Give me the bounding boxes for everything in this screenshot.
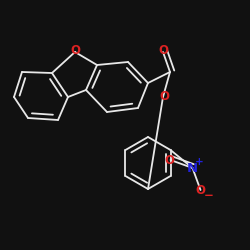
Text: O: O — [164, 154, 174, 166]
Text: −: − — [204, 190, 214, 202]
Text: O: O — [159, 90, 169, 104]
Text: O: O — [70, 44, 80, 58]
Text: O: O — [158, 44, 168, 58]
Text: N: N — [187, 162, 198, 174]
Text: +: + — [195, 157, 204, 167]
Text: O: O — [196, 184, 205, 196]
